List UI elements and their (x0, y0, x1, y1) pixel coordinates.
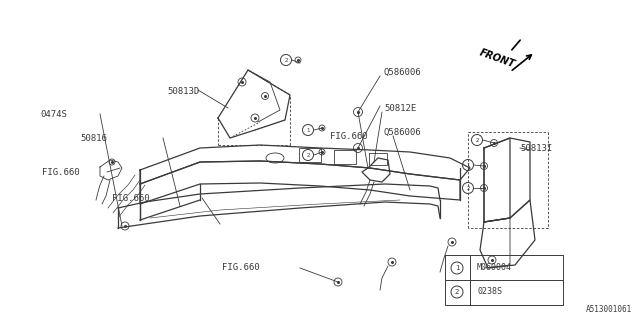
Text: FIG.660: FIG.660 (330, 132, 367, 140)
Text: A513001061: A513001061 (586, 305, 632, 314)
Text: 2: 2 (307, 153, 310, 157)
Text: 1: 1 (455, 265, 460, 271)
Text: M060004: M060004 (477, 263, 512, 273)
Text: FIG.660: FIG.660 (42, 167, 79, 177)
Text: FIG.660: FIG.660 (222, 263, 260, 273)
Bar (299, 148, 321, 162)
Text: Q586006: Q586006 (384, 127, 422, 137)
Text: 1: 1 (307, 127, 310, 132)
Text: Q586006: Q586006 (384, 68, 422, 76)
Text: 50813D: 50813D (168, 86, 200, 95)
Ellipse shape (266, 153, 284, 163)
Bar (369, 153, 387, 165)
Text: 2: 2 (455, 289, 459, 295)
Text: 2: 2 (476, 138, 479, 142)
Text: 50812E: 50812E (384, 103, 416, 113)
Text: 1: 1 (467, 163, 470, 167)
Text: FRONT: FRONT (478, 48, 516, 70)
Text: 0474S: 0474S (40, 109, 67, 118)
Text: 50816: 50816 (80, 133, 107, 142)
Bar (334, 150, 356, 164)
Text: 50813I: 50813I (520, 143, 552, 153)
Text: 0238S: 0238S (477, 287, 502, 297)
Text: 2: 2 (284, 58, 288, 62)
Text: FIG.660: FIG.660 (112, 194, 150, 203)
Text: 2: 2 (467, 186, 470, 190)
